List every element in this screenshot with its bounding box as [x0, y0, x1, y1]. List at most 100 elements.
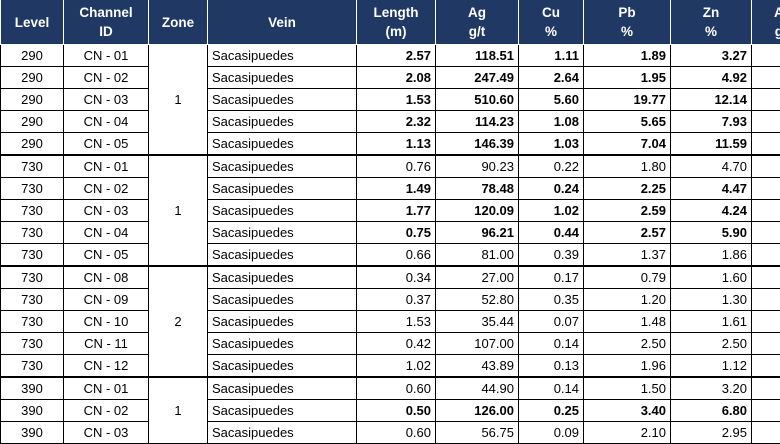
table-row: 730 CN - 02 Sacasipuedes 1.49 78.48 0.24 2.25 4…	[0, 177, 780, 200]
column-header-label: Zn	[702, 5, 720, 20]
cell-pb: 1.80	[583, 154, 671, 178]
table-row: 730 CN - 01 1 Sacasipuedes 0.76 90.23 0.22 1.80…	[0, 154, 780, 267]
cell-au: 0.08	[751, 376, 780, 400]
cell-pb: 19.77	[583, 88, 671, 111]
table-row: 730 CN - 05 Sacasipuedes 0.66 81.00 0.39 1.37 1…	[0, 243, 780, 267]
cell-vein: Sacasipuedes	[207, 243, 357, 267]
cell-length: 0.75	[356, 221, 436, 244]
cell-pb: 5.65	[583, 110, 671, 133]
cell-pb: 1.48	[583, 310, 671, 333]
cell-pb: 2.25	[583, 177, 671, 200]
cell-zn: 4.47	[670, 177, 752, 200]
cell-vein: Sacasipuedes	[207, 177, 357, 200]
table-row: 730 CN - 08 2 Sacasipuedes 0.34 27.00 0.17 0.79…	[0, 265, 780, 378]
cell-level: 730	[0, 332, 64, 355]
cell-cu: 0.13	[518, 354, 584, 378]
cell-channel-id: CN - 10	[63, 310, 149, 333]
cell-pb: 2.57	[583, 221, 671, 244]
cell-cu: 0.25	[518, 399, 584, 422]
cell-channel-id: CN - 05	[63, 132, 149, 156]
cell-level: 390	[0, 376, 64, 400]
cell-cu: 0.14	[518, 376, 584, 400]
cell-level: 730	[0, 154, 64, 178]
column-header-cu: Cu%	[518, 0, 584, 45]
cell-ag: 27.00	[435, 265, 519, 289]
cell-zn: 5.90	[670, 221, 752, 244]
cell-channel-id: CN - 01	[63, 44, 149, 67]
column-header-label: Au	[774, 5, 780, 20]
cell-vein: Sacasipuedes	[207, 288, 357, 311]
cell-zn: 3.27	[670, 44, 752, 67]
table-body: 290 CN - 01 1 Sacasipuedes 2.57 118.51 1.11 1.8…	[0, 44, 780, 444]
column-header-unit: %	[620, 24, 633, 39]
table-row: 730 CN - 04 Sacasipuedes 0.75 96.21 0.44 2.57 5…	[0, 221, 780, 244]
cell-zn: 4.24	[670, 199, 752, 222]
cell-au: 0.11	[751, 332, 780, 355]
cell-channel-id: CN - 12	[63, 354, 149, 378]
cell-au: 4.70	[751, 221, 780, 244]
cell-pb: 1.96	[583, 354, 671, 378]
cell-pb: 1.95	[583, 66, 671, 89]
cell-channel-id: CN - 09	[63, 288, 149, 311]
cell-zn: 7.93	[670, 110, 752, 133]
column-header-unit: g/t	[468, 24, 486, 39]
cell-zn: 11.59	[670, 132, 752, 156]
cell-level: 730	[0, 310, 64, 333]
cell-zn: 6.80	[670, 399, 752, 422]
cell-cu: 0.24	[518, 177, 584, 200]
cell-vein: Sacasipuedes	[207, 399, 357, 422]
cell-cu: 1.03	[518, 132, 584, 156]
column-header-label: Channel	[79, 5, 133, 20]
column-header-unit: %	[544, 24, 557, 39]
cell-au: 0.07	[751, 421, 780, 444]
cell-level: 730	[0, 354, 64, 378]
cell-cu: 0.35	[518, 288, 584, 311]
cell-level: 730	[0, 177, 64, 200]
cell-vein: Sacasipuedes	[207, 376, 357, 400]
cell-ag: 114.23	[435, 110, 519, 133]
cell-channel-id: CN - 05	[63, 243, 149, 267]
cell-zn: 1.30	[670, 288, 752, 311]
cell-cu: 0.07	[518, 310, 584, 333]
cell-pb: 1.89	[583, 44, 671, 67]
cell-channel-id: CN - 03	[63, 199, 149, 222]
cell-channel-id: CN - 02	[63, 177, 149, 200]
cell-level: 730	[0, 265, 64, 289]
cell-zn: 2.95	[670, 421, 752, 444]
cell-au: 0.31	[751, 154, 780, 178]
cell-ag: 107.00	[435, 332, 519, 355]
cell-level: 290	[0, 132, 64, 156]
cell-ag: 146.39	[435, 132, 519, 156]
table-row: 290 CN - 01 1 Sacasipuedes 2.57 118.51 1.11 1.8…	[0, 44, 780, 156]
cell-length: 1.77	[356, 199, 436, 222]
cell-au: 0.17	[751, 243, 780, 267]
table-header-row: Level Channel ID Zone Vein Length (m) Ag g/t Cu% P…	[0, 0, 780, 45]
cell-pb: 7.04	[583, 132, 671, 156]
cell-cu: 1.02	[518, 199, 584, 222]
column-header-ag: Ag g/t	[435, 0, 519, 45]
cell-vein: Sacasipuedes	[207, 66, 357, 89]
cell-channel-id: CN - 02	[63, 66, 149, 89]
cell-cu: 0.39	[518, 243, 584, 267]
column-header-unit: (m)	[385, 24, 407, 39]
table-row: 390 CN - 02 Sacasipuedes 0.50 126.00 0.25 3.40…	[0, 399, 780, 422]
cell-zn: 1.60	[670, 265, 752, 289]
cell-pb: 1.50	[583, 376, 671, 400]
cell-ag: 78.48	[435, 177, 519, 200]
cell-level: 730	[0, 243, 64, 267]
cell-vein: Sacasipuedes	[207, 199, 357, 222]
cell-level: 730	[0, 199, 64, 222]
cell-vein: Sacasipuedes	[207, 354, 357, 378]
column-header-level: Level	[0, 0, 64, 45]
column-header-label: Pb	[618, 5, 636, 20]
cell-pb: 2.10	[583, 421, 671, 444]
column-header-pb: Pb%	[583, 0, 671, 45]
cell-zone: 2	[148, 265, 208, 378]
cell-pb: 1.37	[583, 243, 671, 267]
column-header-unit: g/t	[774, 24, 780, 39]
cell-ag: 96.21	[435, 221, 519, 244]
table-row: 390 CN - 03 Sacasipuedes 0.60 56.75 0.09 2.10 2…	[0, 421, 780, 444]
cell-zn: 4.92	[670, 66, 752, 89]
cell-level: 730	[0, 288, 64, 311]
